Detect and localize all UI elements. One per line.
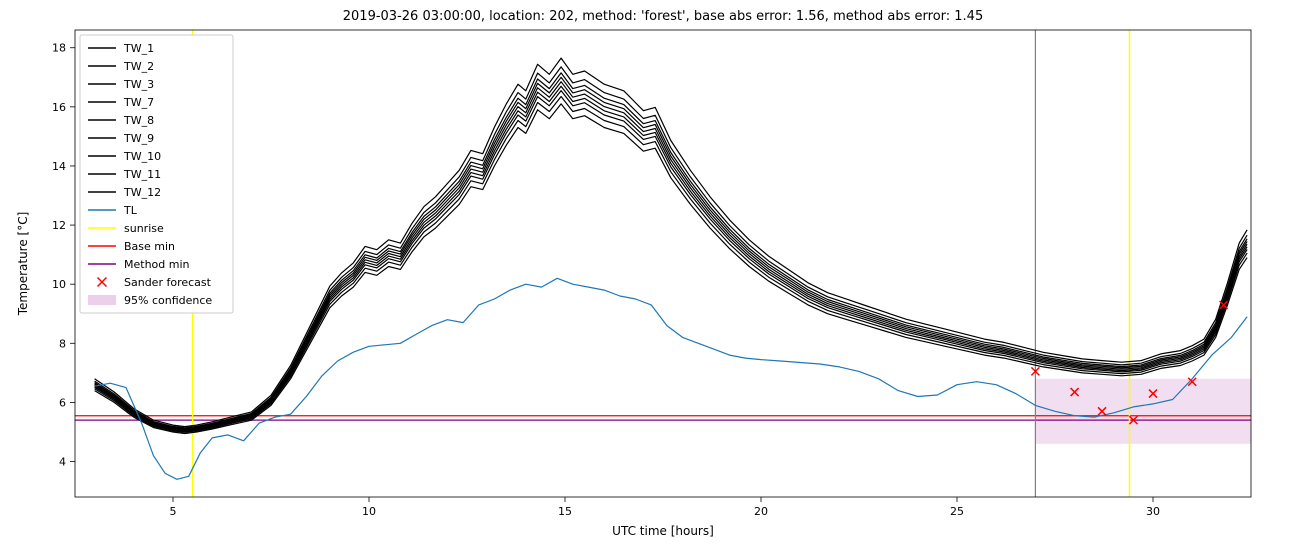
svg-text:6: 6 [59,396,66,409]
svg-text:10: 10 [52,278,66,291]
svg-text:14: 14 [52,160,66,173]
chart-title: 2019-03-26 03:00:00, location: 202, meth… [343,9,983,24]
legend-label-4: TW_8 [123,114,154,127]
svg-text:12: 12 [52,219,66,232]
svg-text:20: 20 [754,505,768,518]
svg-text:5: 5 [170,505,177,518]
svg-text:10: 10 [362,505,376,518]
legend-label-12: Method min [124,258,190,271]
svg-text:30: 30 [1146,505,1160,518]
svg-text:15: 15 [558,505,572,518]
legend-label-14: 95% confidence [124,294,212,307]
y-axis-label: Temperature [°C] [16,212,30,317]
legend: TW_1 TW_2 TW_3 TW_7 TW_8 TW_9 TW_10 TW_11 TW_12 T… [80,35,233,313]
legend-label-10: sunrise [124,222,164,235]
legend-label-11: Base min [124,240,175,253]
legend-label-2: TW_3 [123,78,154,91]
legend-label-6: TW_10 [123,150,161,163]
svg-text:18: 18 [52,42,66,55]
legend-label-7: TW_11 [123,168,161,181]
legend-label-8: TW_12 [123,186,161,199]
chart-container: 5 10 15 20 25 30 4 6 8 10 12 14 16 18 UTC time [hours]… [0,0,1311,547]
svg-text:25: 25 [950,505,964,518]
legend-label-1: TW_2 [123,60,154,73]
legend-label-9: TL [123,204,138,217]
svg-text:4: 4 [59,456,66,469]
x-axis-label: UTC time [hours] [612,524,714,538]
legend-label-3: TW_7 [123,96,154,109]
temperature-chart: 5 10 15 20 25 30 4 6 8 10 12 14 16 18 UTC time [hours]… [0,0,1311,547]
legend-label-13: Sander forecast [124,276,212,289]
legend-label-5: TW_9 [123,132,154,145]
svg-text:16: 16 [52,101,66,114]
legend-label-0: TW_1 [123,42,154,55]
confidence-band [1035,379,1251,444]
svg-text:8: 8 [59,337,66,350]
